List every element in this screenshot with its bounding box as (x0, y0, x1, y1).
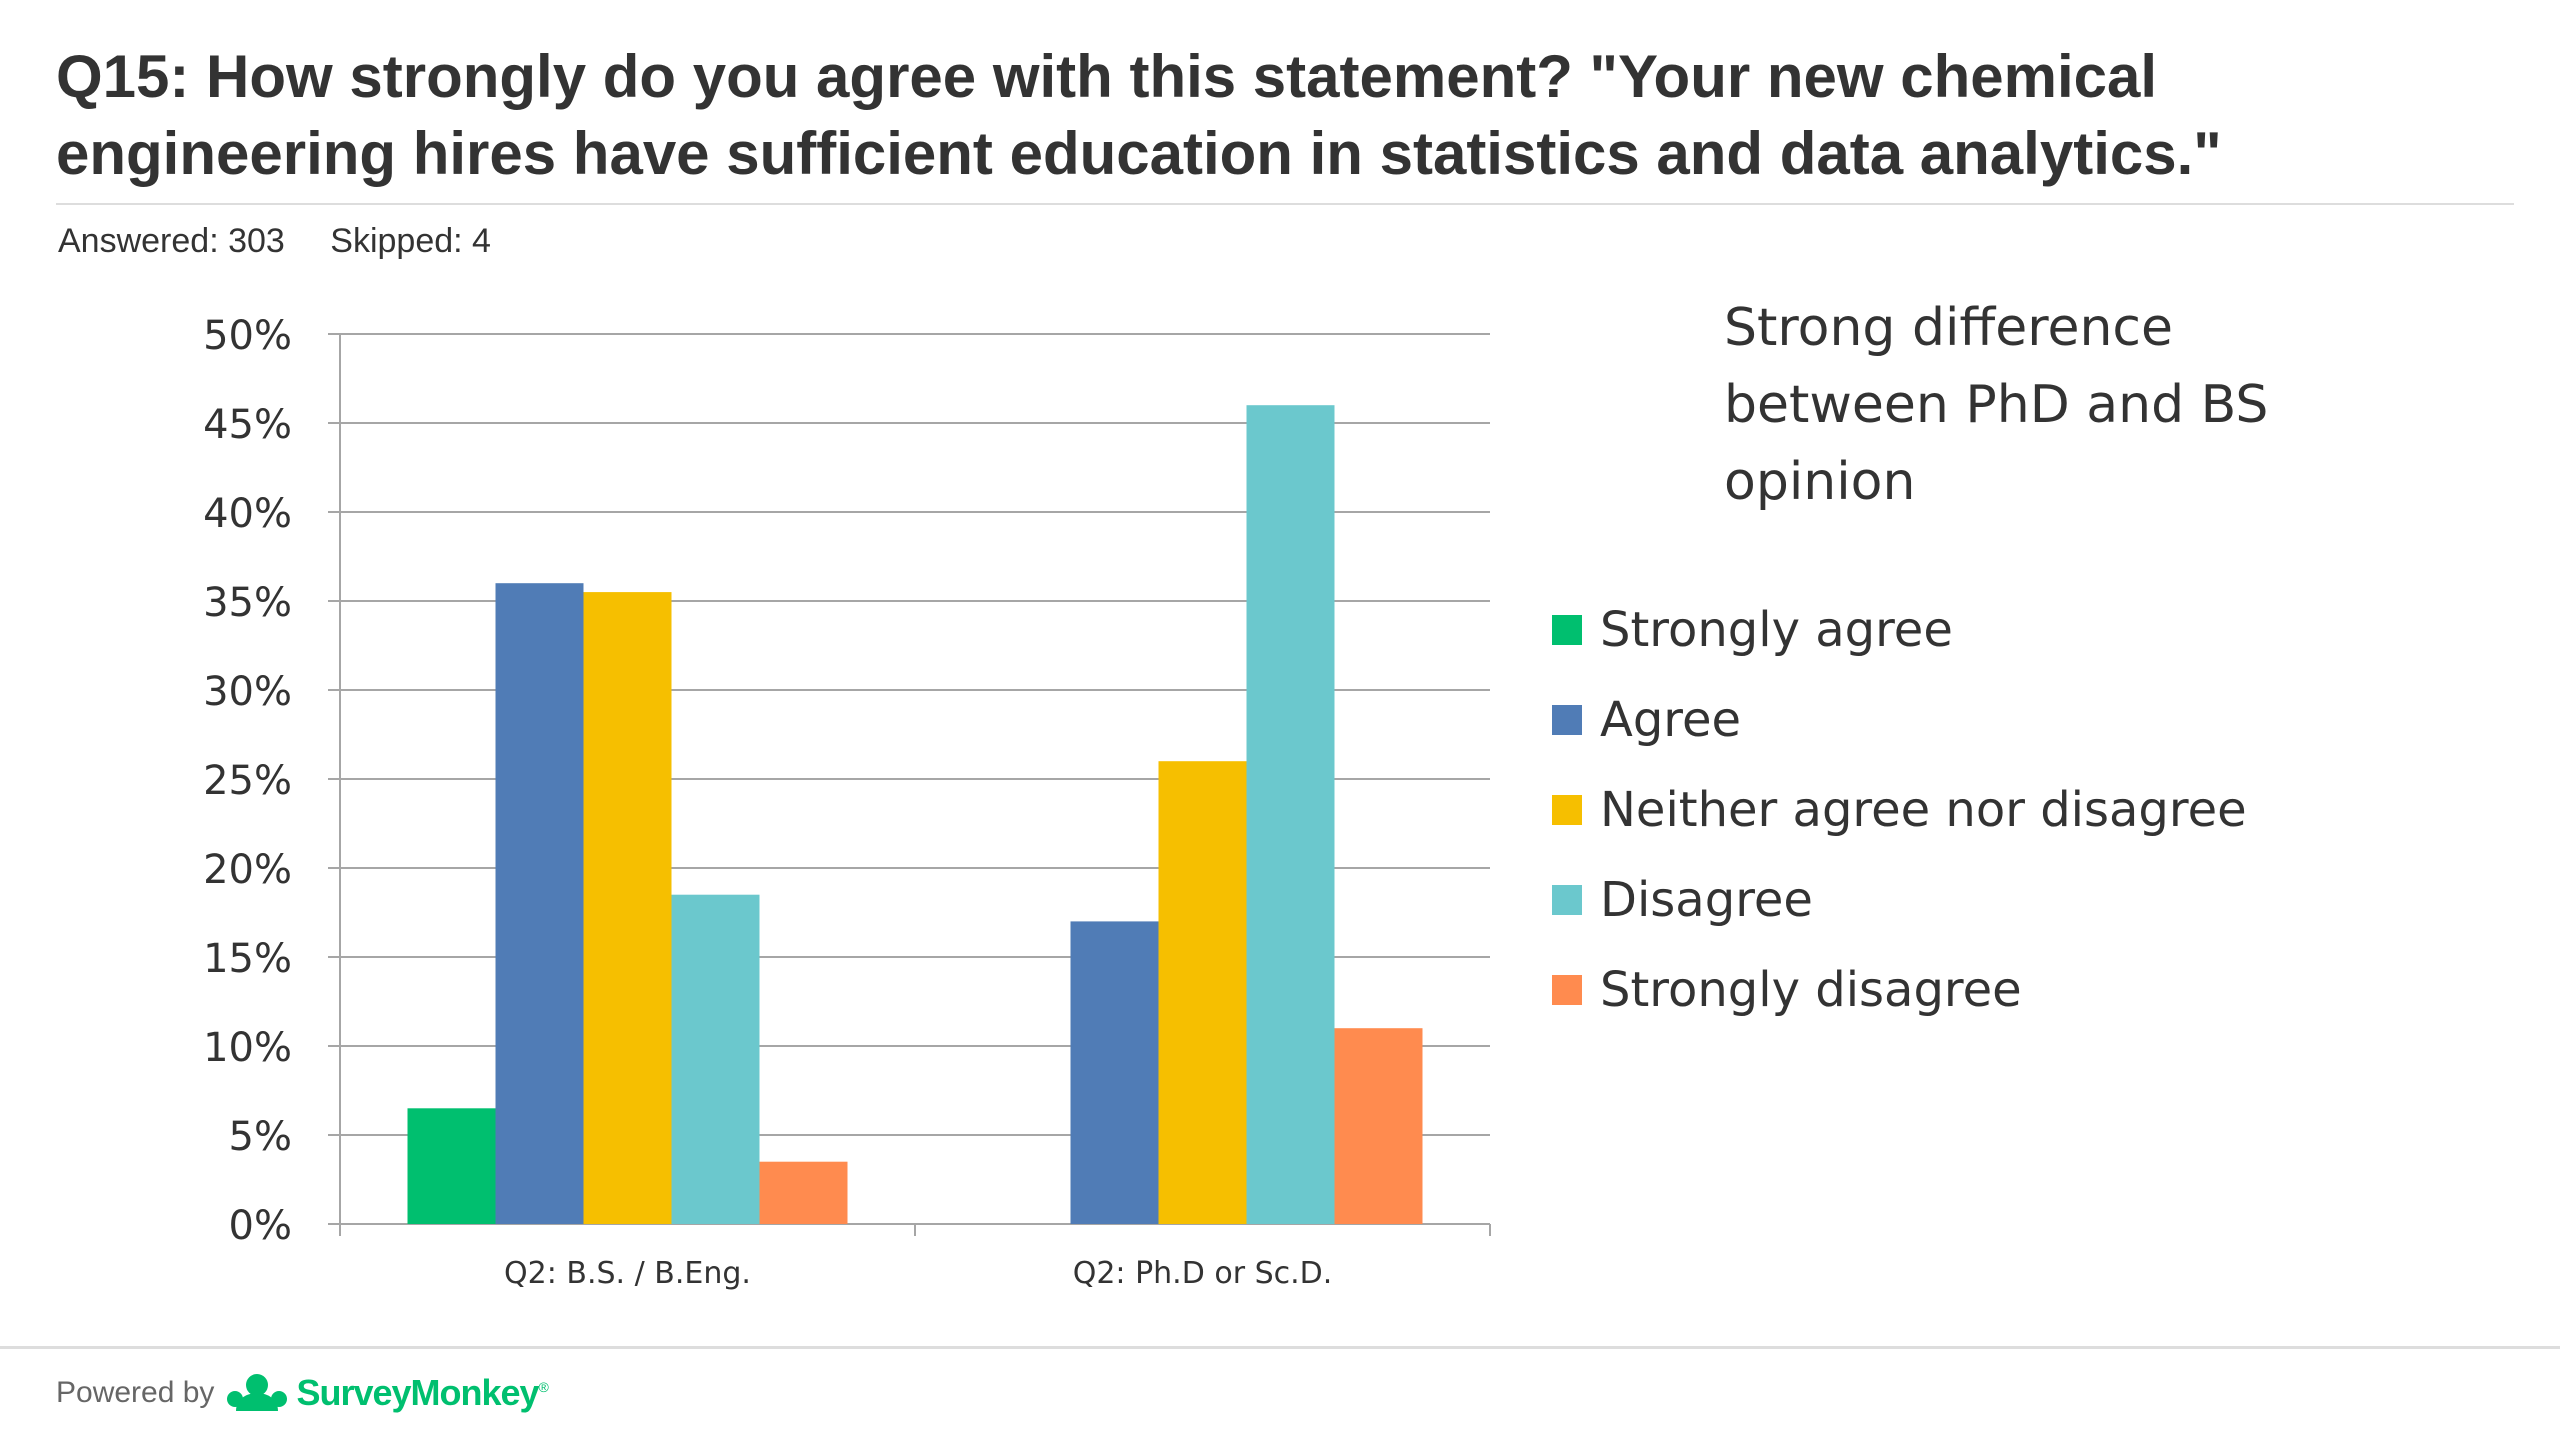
response-stats: Answered: 303 Skipped: 4 (58, 222, 527, 261)
legend-item: Strongly agree (1552, 585, 2452, 675)
brand-trademark: ® (538, 1379, 549, 1395)
y-tick-label: 0% (229, 1203, 292, 1249)
legend-swatch (1552, 705, 1582, 735)
powered-by-label: Powered by (56, 1376, 215, 1409)
surveymonkey-logo-icon (227, 1374, 288, 1411)
legend-item: Agree (1552, 675, 2452, 765)
chart-callout: Strong difference between PhD and BS opi… (1724, 298, 2269, 512)
y-tick-label: 25% (203, 758, 292, 804)
y-tick-label: 20% (203, 847, 292, 893)
legend-swatch (1552, 615, 1582, 645)
legend-label: Neither agree nor disagree (1600, 782, 2247, 838)
legend-swatch (1552, 975, 1582, 1005)
brand-name: SurveyMonkey® (296, 1372, 549, 1414)
bar (759, 1161, 848, 1224)
x-category-label: Q2: B.S. / B.Eng. (504, 1256, 751, 1291)
bar (1070, 921, 1159, 1224)
legend-item: Disagree (1552, 855, 2452, 945)
y-tick-label: 10% (203, 1025, 292, 1071)
bar (671, 894, 760, 1224)
title-divider (56, 203, 2514, 205)
bar (495, 583, 584, 1224)
y-tick-label: 45% (203, 402, 292, 448)
skipped-count: Skipped: 4 (330, 222, 491, 260)
bar (407, 1108, 496, 1224)
bar-chart: 0% 5% 10% 15% 20% 25% 30% 35% 40% 45% 50% Q2: B.S. … (203, 313, 1491, 1291)
x-category-label: Q2: Ph.D or Sc.D. (1073, 1256, 1333, 1291)
y-tick-label: 40% (203, 491, 292, 537)
brand-text: SurveyMonkey (296, 1372, 539, 1413)
y-tick-label: 30% (203, 669, 292, 715)
answered-count: Answered: 303 (58, 222, 285, 260)
bar (1246, 405, 1335, 1224)
bar (1334, 1028, 1423, 1224)
legend-label: Disagree (1600, 872, 1813, 928)
legend-swatch (1552, 795, 1582, 825)
chart-legend: Strongly agree Agree Neither agree nor dis… (1552, 585, 2452, 1035)
legend-label: Strongly disagree (1600, 962, 2022, 1018)
legend-label: Agree (1600, 692, 1742, 748)
legend-label: Strongly agree (1600, 602, 1953, 658)
footer: Powered by SurveyMonkey® (56, 1372, 549, 1414)
legend-item: Strongly disagree (1552, 945, 2452, 1035)
y-tick-label: 50% (203, 313, 292, 359)
question-title: Q15: How strongly do you agree with this… (56, 43, 2222, 187)
legend-item: Neither agree nor disagree (1552, 765, 2452, 855)
bar (583, 592, 672, 1224)
legend-swatch (1552, 885, 1582, 915)
footer-divider (0, 1346, 2560, 1349)
bar (1158, 761, 1247, 1224)
y-tick-label: 15% (203, 936, 292, 982)
y-tick-label: 5% (229, 1114, 292, 1160)
y-tick-label: 35% (203, 580, 292, 626)
